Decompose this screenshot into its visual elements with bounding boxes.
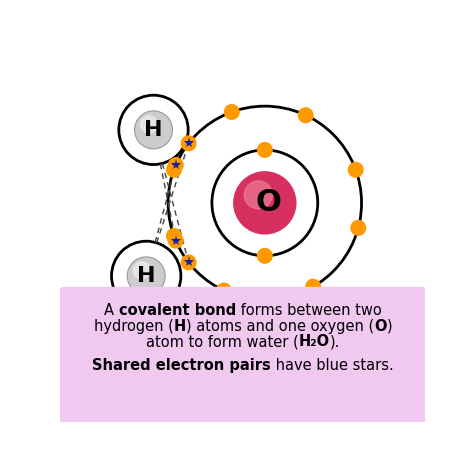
Circle shape (141, 116, 158, 133)
Text: H: H (137, 266, 155, 286)
Text: atom to form water (: atom to form water ( (146, 335, 299, 349)
Circle shape (167, 228, 181, 243)
Circle shape (257, 248, 272, 263)
Circle shape (244, 181, 272, 209)
Text: forms between two: forms between two (236, 303, 382, 318)
Text: O: O (255, 188, 282, 218)
Text: have blue stars.: have blue stars. (271, 358, 394, 373)
Circle shape (217, 283, 231, 298)
Circle shape (168, 233, 183, 248)
Circle shape (168, 158, 183, 173)
Circle shape (182, 136, 196, 151)
Text: hydrogen (: hydrogen ( (94, 319, 173, 334)
Circle shape (182, 255, 196, 270)
Circle shape (234, 172, 296, 234)
Circle shape (348, 163, 363, 177)
Text: ): ) (387, 319, 392, 334)
Text: A: A (104, 303, 119, 318)
Text: H: H (173, 319, 186, 334)
Text: ).: ). (330, 335, 340, 349)
Circle shape (351, 220, 365, 235)
FancyBboxPatch shape (59, 287, 427, 424)
Text: covalent bond: covalent bond (119, 303, 236, 318)
Circle shape (306, 279, 320, 294)
Circle shape (167, 163, 181, 177)
Circle shape (133, 262, 150, 279)
Circle shape (299, 108, 313, 122)
Text: Shared electron pairs: Shared electron pairs (92, 358, 271, 373)
Circle shape (257, 143, 272, 157)
Circle shape (127, 257, 165, 295)
Text: O: O (374, 319, 387, 334)
Text: H₂O: H₂O (299, 335, 330, 349)
Text: ) atoms and one oxygen (: ) atoms and one oxygen ( (186, 319, 374, 334)
Circle shape (135, 111, 173, 149)
Text: H: H (144, 120, 163, 140)
Circle shape (225, 105, 239, 119)
